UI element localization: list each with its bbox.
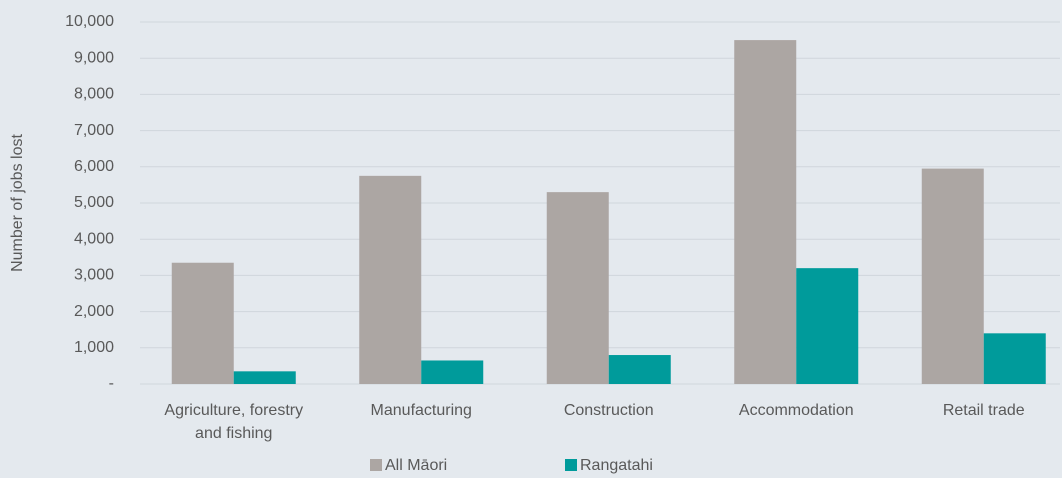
- y-tick-label: 7,000: [74, 122, 114, 139]
- bar: [171, 262, 234, 384]
- bar: [233, 371, 296, 384]
- bar: [608, 355, 671, 384]
- x-tick-label: Retail trade: [943, 402, 1025, 419]
- x-tick-label: Agriculture, forestry and fishing: [164, 402, 303, 442]
- bar: [734, 40, 797, 384]
- legend-swatch: [370, 459, 382, 471]
- bar: [421, 360, 484, 384]
- y-tick-label: 9,000: [74, 49, 114, 66]
- legend-label: Rangatahi: [580, 457, 653, 474]
- y-tick-label: 3,000: [74, 267, 114, 284]
- y-tick-label: 1,000: [74, 339, 114, 356]
- x-tick-label: Construction: [564, 402, 654, 419]
- y-tick-label: 8,000: [74, 86, 114, 103]
- y-tick-label: 4,000: [74, 230, 114, 247]
- y-axis-title: Number of jobs lost: [9, 134, 26, 272]
- bar: [921, 168, 984, 384]
- y-tick-label: 10,000: [65, 13, 114, 30]
- x-tick-label: Accommodation: [739, 402, 854, 419]
- y-tick-label: 5,000: [74, 194, 114, 211]
- y-tick-label: 2,000: [74, 303, 114, 320]
- bar: [546, 192, 609, 384]
- legend-swatch: [565, 459, 577, 471]
- bar: [359, 175, 422, 384]
- bar: [983, 333, 1046, 384]
- bar: [796, 268, 859, 384]
- y-tick-label: -: [109, 375, 114, 392]
- legend-label: All Māori: [385, 457, 447, 474]
- x-tick-label: Manufacturing: [371, 402, 472, 419]
- y-tick-label: 6,000: [74, 158, 114, 175]
